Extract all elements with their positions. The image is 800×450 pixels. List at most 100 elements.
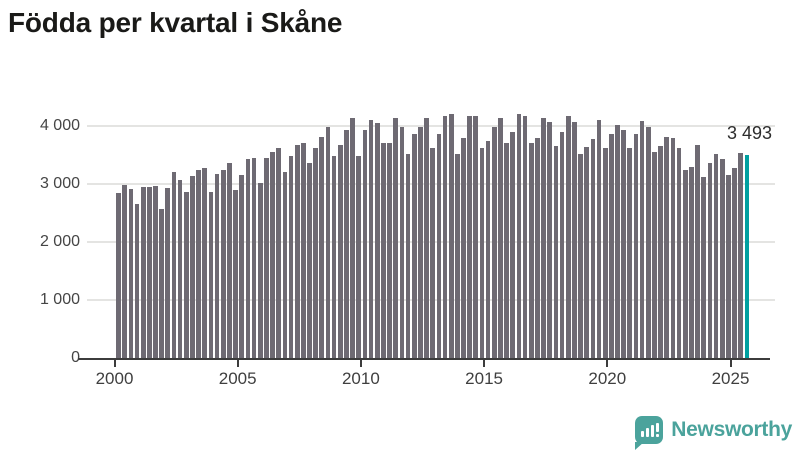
- bar-2011 Q4: [405, 154, 411, 358]
- bar-2002 Q2: [171, 172, 177, 358]
- bar-highlight-2025 Q3: [744, 155, 750, 358]
- x-axis-tick: [359, 358, 362, 367]
- bar-2005 Q1: [239, 175, 245, 358]
- bar-2003 Q1: [190, 176, 195, 358]
- bar-2016 Q4: [528, 142, 534, 358]
- bar-2011 Q1: [387, 142, 392, 358]
- bar-2015 Q4: [504, 143, 509, 358]
- bar-2007 Q3: [301, 143, 306, 358]
- bar-2009 Q1: [337, 144, 343, 358]
- bar-2025 Q2: [738, 152, 744, 358]
- bar-2012 Q2: [418, 126, 423, 358]
- bar-2001 Q1: [140, 187, 146, 358]
- bar-2003 Q4: [208, 192, 214, 358]
- bar-2006 Q4: [282, 171, 288, 358]
- bar-2025 Q1: [732, 168, 737, 358]
- bar-2019 Q4: [602, 148, 608, 358]
- bar-2009 Q2: [344, 130, 349, 358]
- bar-2003 Q2: [196, 170, 201, 358]
- bar-2010 Q4: [381, 143, 386, 358]
- bar-2022 Q2: [664, 137, 670, 358]
- bar-2020 Q1: [609, 134, 614, 358]
- bar-2020 Q2: [615, 124, 620, 358]
- bar-2024 Q2: [713, 154, 719, 358]
- bar-2019 Q3: [596, 119, 602, 358]
- bar-2022 Q1: [658, 146, 663, 358]
- bar-2018 Q4: [578, 154, 583, 358]
- x-axis-tick-label: 2015: [465, 369, 503, 388]
- brand-name: Newsworthy: [671, 418, 792, 441]
- bar-2002 Q1: [165, 188, 171, 358]
- bar-2001 Q4: [159, 208, 164, 358]
- y-axis-tick-label: 4 000: [39, 117, 80, 134]
- bar-2022 Q4: [676, 148, 682, 358]
- y-axis-tick-label: 1 000: [39, 291, 80, 308]
- bar-2014 Q3: [473, 115, 479, 358]
- bar-2006 Q1: [264, 158, 269, 358]
- bar-2024 Q4: [726, 175, 731, 358]
- x-axis-tick: [729, 358, 732, 367]
- bar-2024 Q1: [707, 163, 713, 358]
- bar-2004 Q1: [214, 174, 220, 358]
- bar-2006 Q2: [270, 151, 275, 358]
- bar-2010 Q2: [368, 119, 374, 358]
- bar-2013 Q2: [442, 115, 448, 358]
- newsworthy-logo-icon: [635, 416, 664, 450]
- y-axis-tick-label: 0: [71, 349, 80, 366]
- x-axis-tick: [483, 358, 486, 367]
- bar-2014 Q4: [479, 148, 485, 358]
- bar-2009 Q4: [356, 156, 362, 358]
- bar-2016 Q3: [522, 115, 528, 358]
- bar-2005 Q2: [245, 159, 251, 358]
- y-axis-tick-label: 2 000: [39, 233, 80, 250]
- bar-2021 Q1: [633, 133, 639, 358]
- x-axis-tick-label: 2020: [588, 369, 627, 388]
- bar-2008 Q1: [313, 148, 318, 358]
- bar-2017 Q3: [547, 121, 553, 358]
- bar-2005 Q3: [251, 158, 257, 358]
- bar-2017 Q4: [553, 146, 559, 358]
- bar-2008 Q2: [319, 137, 325, 358]
- bar-2006 Q3: [276, 148, 282, 358]
- bar-2013 Q1: [436, 134, 442, 358]
- bar-2020 Q3: [621, 130, 626, 358]
- bar-2003 Q3: [202, 168, 208, 358]
- x-axis-tick: [236, 358, 239, 367]
- x-axis-tick-label: 2000: [95, 369, 134, 388]
- chart-title: Födda per kvartal i Skåne: [8, 7, 343, 38]
- bar-2014 Q1: [461, 138, 466, 358]
- bar-2004 Q4: [233, 190, 238, 358]
- bar-2012 Q3: [424, 117, 429, 358]
- bar-2015 Q2: [491, 126, 497, 358]
- bar-2010 Q3: [374, 122, 380, 358]
- bar-2023 Q1: [682, 170, 688, 358]
- bar-2001 Q3: [153, 185, 158, 358]
- bar-2023 Q2: [689, 167, 694, 358]
- bar-2007 Q4: [307, 162, 312, 358]
- bar-2000 Q2: [122, 185, 128, 358]
- bar-2019 Q2: [590, 139, 596, 358]
- bar-2013 Q3: [448, 113, 454, 358]
- x-axis-tick-label: 2010: [341, 369, 380, 388]
- bar-2014 Q2: [467, 116, 472, 358]
- bar-2007 Q1: [288, 156, 294, 358]
- bar-2012 Q1: [411, 133, 417, 358]
- newsworthy-brand-link[interactable]: Newsworthy: [635, 416, 792, 450]
- bar-2021 Q4: [652, 152, 657, 358]
- bar-2000 Q3: [128, 189, 134, 358]
- bar-2018 Q2: [565, 116, 571, 358]
- bar-2019 Q1: [584, 147, 590, 358]
- bar-2004 Q2: [220, 170, 226, 358]
- bar-2000 Q1: [116, 193, 121, 358]
- x-axis-tick: [113, 358, 116, 367]
- bar-2017 Q2: [541, 118, 546, 358]
- bar-2017 Q1: [535, 138, 540, 358]
- y-axis-tick-label: 3 000: [39, 175, 80, 192]
- bar-2010 Q1: [362, 130, 368, 358]
- bar-2016 Q1: [510, 131, 516, 358]
- bar-2023 Q4: [701, 177, 707, 358]
- bar-2008 Q4: [331, 156, 337, 358]
- bar-2011 Q2: [393, 117, 399, 358]
